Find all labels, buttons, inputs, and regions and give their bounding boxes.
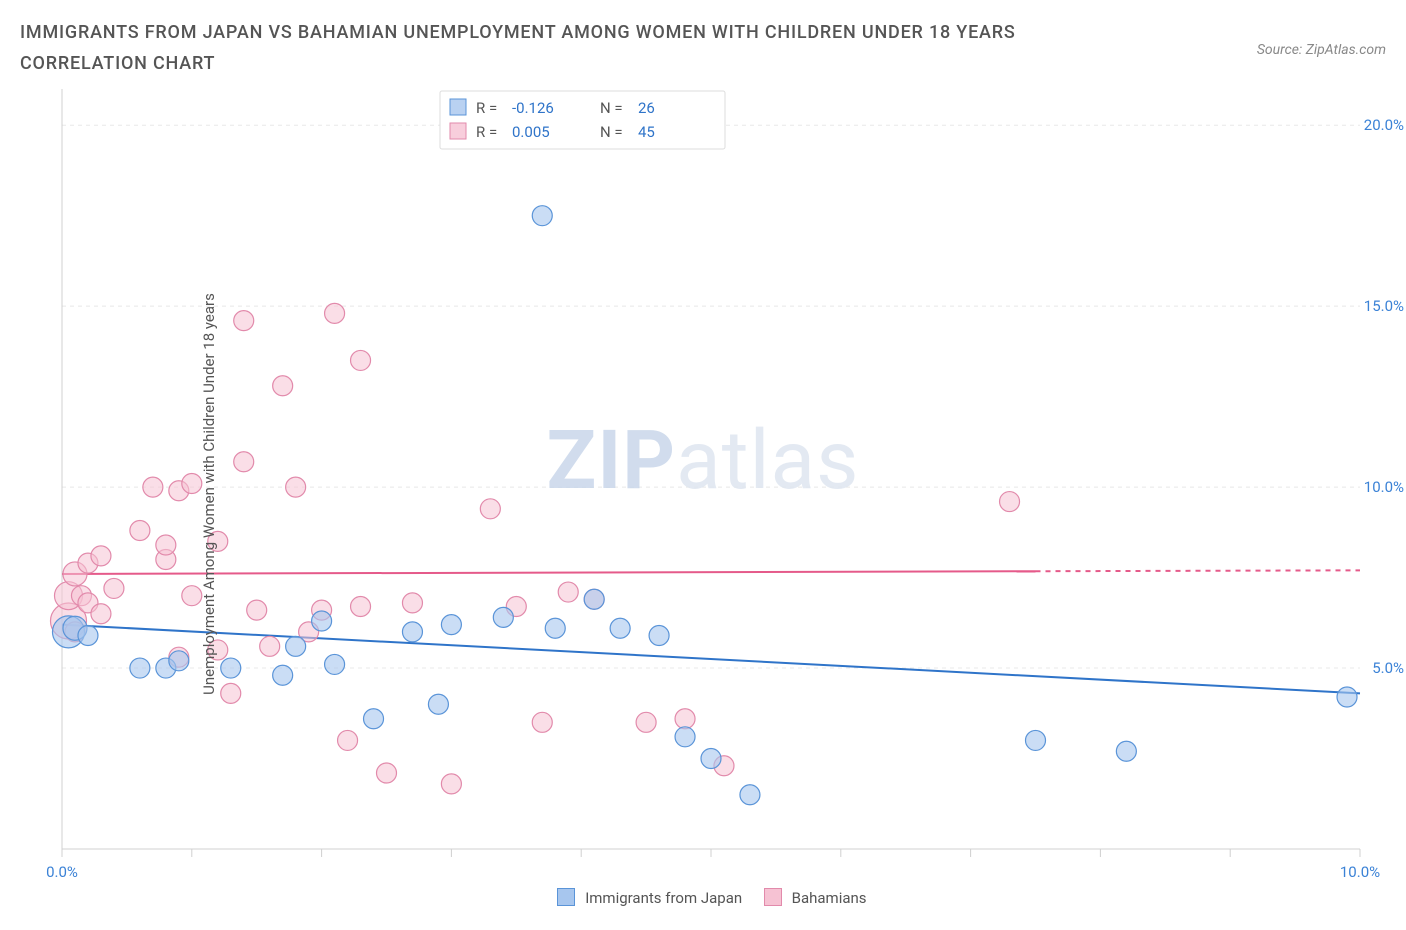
svg-text:0.0%: 0.0% bbox=[46, 863, 78, 881]
svg-text:R =: R = bbox=[476, 99, 497, 117]
legend-label-series2: Bahamians bbox=[792, 889, 867, 907]
y-axis-label: Unemployment Among Women with Children U… bbox=[200, 293, 218, 695]
svg-text:R =: R = bbox=[476, 123, 497, 141]
svg-text:20.0%: 20.0% bbox=[1364, 116, 1404, 134]
svg-text:15.0%: 15.0% bbox=[1364, 297, 1404, 315]
svg-text:N =: N = bbox=[600, 99, 623, 117]
legend-label-series1: Immigrants from Japan bbox=[585, 889, 742, 907]
legend-swatch-blue bbox=[557, 888, 575, 906]
svg-text:10.0%: 10.0% bbox=[1364, 478, 1404, 496]
svg-text:45: 45 bbox=[638, 123, 655, 141]
legend-swatch-pink bbox=[764, 888, 782, 906]
chart-title: IMMIGRANTS FROM JAPAN VS BAHAMIAN UNEMPL… bbox=[20, 18, 1120, 79]
chart-area: Unemployment Among Women with Children U… bbox=[0, 79, 1406, 909]
svg-text:N =: N = bbox=[600, 123, 623, 141]
svg-text:-0.126: -0.126 bbox=[512, 99, 554, 117]
footer-legend: Immigrants from Japan Bahamians bbox=[0, 888, 1406, 907]
svg-text:26: 26 bbox=[638, 99, 655, 117]
source-attribution: Source: ZipAtlas.com bbox=[1257, 42, 1386, 58]
svg-text:5.0%: 5.0% bbox=[1372, 659, 1404, 677]
svg-text:10.0%: 10.0% bbox=[1340, 863, 1380, 881]
svg-text:0.005: 0.005 bbox=[512, 123, 550, 141]
